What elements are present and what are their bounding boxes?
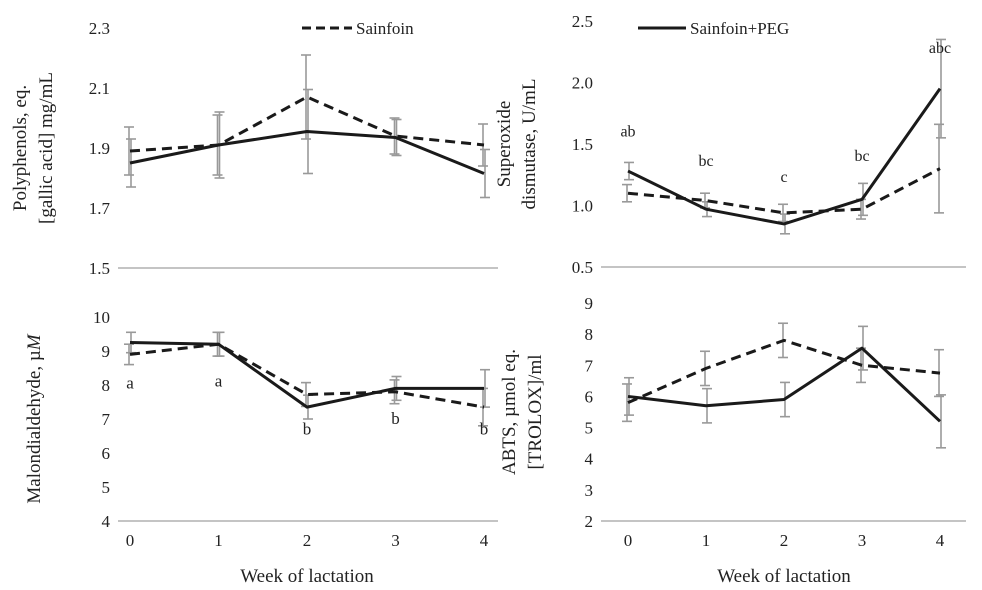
- legend-sainfoin: Sainfoin: [302, 19, 414, 38]
- y-tick-label: 8: [102, 376, 111, 395]
- panel-polyphenols: 1.5 1.7 1.9 2.1 2.3 Polyphenols, eq. [gallic a…: [10, 19, 498, 278]
- x-tick-label: 4: [480, 531, 489, 550]
- panel-mda: 4 5 6 7 8 9 10 0 1 2 3 4 Week of lactation Malondiald…: [24, 308, 498, 587]
- y-tick-label: 1.0: [572, 197, 593, 216]
- y-tick-label: 8: [585, 325, 594, 344]
- y-tick-label: 1.5: [89, 259, 110, 278]
- y-tick-label: 2.5: [572, 12, 593, 31]
- significance-letter: abc: [929, 40, 951, 57]
- x-tick-label: 1: [214, 531, 223, 550]
- y-tick-label: 1.7: [89, 199, 111, 218]
- y-tick-label: 7: [585, 356, 594, 375]
- series-line-sainfoin-peg: [129, 341, 484, 409]
- y-tick-label: 2.0: [572, 74, 593, 93]
- y-tick-label: 5: [102, 478, 111, 497]
- x-tick-label: 2: [303, 531, 312, 550]
- y-tick-label: 4: [585, 450, 594, 469]
- y-axis-title: dismutase, U/mL: [519, 79, 540, 210]
- significance-letter: a: [126, 373, 134, 392]
- panel-abts: 2 3 4 5 6 7 8 9 0 1 2 3 4 Week of lactation ABTS, µmol…: [499, 294, 966, 587]
- significance-letter: a: [215, 372, 223, 391]
- y-axis-title: Polyphenols, eq.: [10, 85, 31, 211]
- y-tick-label: 4: [102, 512, 111, 531]
- y-tick-label: 6: [102, 444, 111, 463]
- significance-letter: c: [780, 169, 787, 186]
- y-axis-title: [TROLOX]/ml: [525, 354, 546, 469]
- significance-letter: b: [480, 419, 489, 438]
- x-tick-label: 1: [702, 531, 711, 550]
- y-tick-label: 9: [585, 294, 594, 313]
- series-line-sainfoin: [627, 338, 941, 405]
- series-line-sainfoin-peg: [627, 346, 942, 423]
- y-axis-title: Malondialdehyde, µM: [24, 333, 45, 503]
- y-tick-label: 2: [585, 512, 594, 531]
- y-tick-label: 0.5: [572, 258, 593, 277]
- legend-sainfoin-label: Sainfoin: [356, 19, 414, 38]
- x-tick-label: 2: [780, 531, 789, 550]
- x-tick-label: 4: [936, 531, 945, 550]
- y-tick-label: 5: [585, 419, 594, 438]
- x-tick-label: 3: [858, 531, 867, 550]
- x-tick-label: 3: [391, 531, 400, 550]
- y-tick-label: 6: [585, 387, 594, 406]
- x-axis-title: Week of lactation: [240, 566, 374, 587]
- significance-letter: b: [303, 419, 312, 438]
- y-axis-title-unit: M: [24, 333, 45, 351]
- x-tick-label: 0: [126, 531, 135, 550]
- y-axis-title-text: Malondialdehyde, µ: [24, 350, 45, 503]
- y-tick-label: 3: [585, 481, 594, 500]
- series-line-sainfoin-peg: [129, 130, 485, 175]
- legend-sainfoin-peg: Sainfoin+PEG: [638, 19, 789, 38]
- x-tick-label: 0: [624, 531, 633, 550]
- legend-sainfoin-peg-label: Sainfoin+PEG: [690, 19, 789, 38]
- significance-letter: bc: [854, 148, 869, 165]
- y-tick-label: 10: [93, 308, 110, 327]
- series-line-sainfoin: [129, 342, 485, 409]
- significance-letter: bc: [698, 153, 713, 170]
- y-tick-label: 2.3: [89, 19, 110, 38]
- y-axis-title: [gallic acid] mg/mL: [36, 72, 57, 224]
- panel-sod: 0.5 1.0 1.5 2.0 2.5 Superoxide dismutase, U/mL…: [494, 12, 966, 277]
- y-axis-title: Superoxide: [494, 101, 515, 188]
- y-tick-label: 2.1: [89, 79, 110, 98]
- series-line-sainfoin-peg: [627, 87, 942, 226]
- y-tick-label: 9: [102, 342, 111, 361]
- y-tick-label: 7: [102, 410, 111, 429]
- series-line-sainfoin: [129, 95, 485, 153]
- y-tick-label: 1.5: [572, 135, 593, 154]
- y-tick-label: 1.9: [89, 139, 110, 158]
- y-axis-title: ABTS, µmol eq.: [499, 349, 520, 475]
- significance-letter: ab: [620, 124, 635, 141]
- x-axis-title: Week of lactation: [717, 566, 851, 587]
- significance-letter: b: [391, 409, 400, 428]
